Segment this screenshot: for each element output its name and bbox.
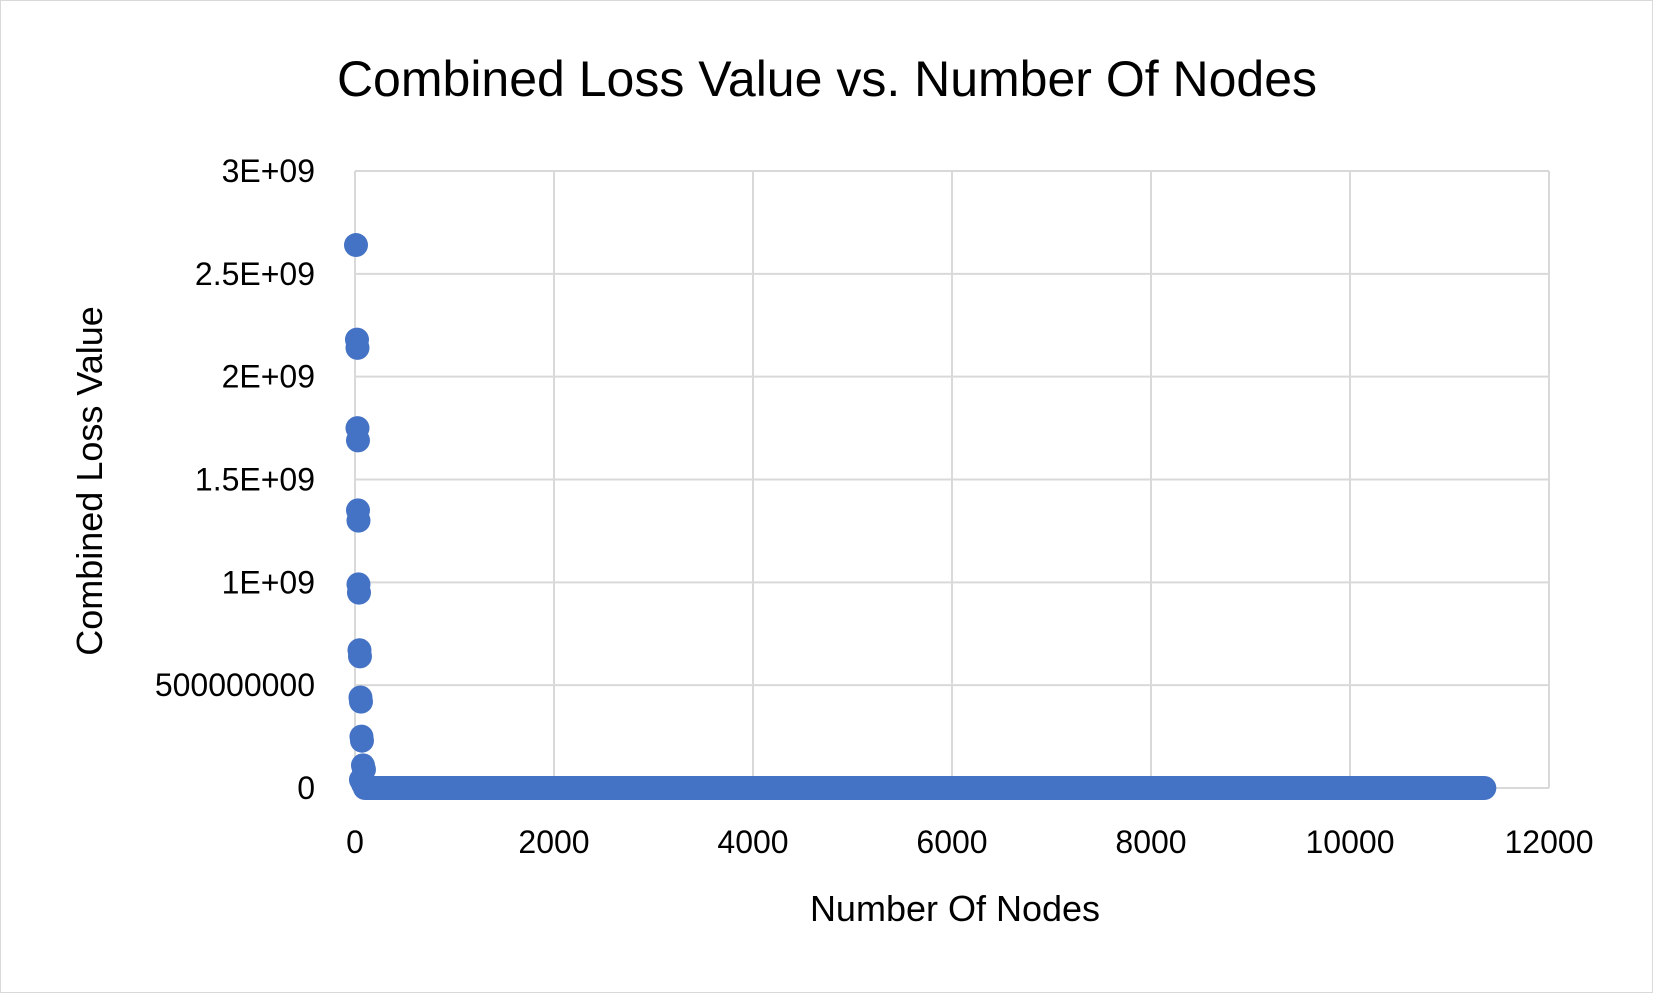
gridlines [354,170,1550,789]
y-tick-label: 3E+09 [222,153,315,189]
data-point [350,771,375,796]
data-point [349,728,374,753]
y-tick-label: 1.5E+09 [195,462,315,498]
data-point [346,580,371,605]
data-point [348,689,373,714]
y-tick-label: 500000000 [155,667,315,703]
y-axis-title: Combined Loss Value [69,306,110,656]
x-tick-label: 2000 [518,824,589,860]
y-tick-label: 2.5E+09 [195,256,315,292]
data-point [345,335,370,360]
x-axis-title: Number Of Nodes [810,888,1100,929]
data-point [343,233,368,258]
data-point [346,508,371,533]
x-tick-label: 10000 [1306,824,1395,860]
y-tick-label: 1E+09 [222,564,315,600]
x-tick-label: 8000 [1115,824,1186,860]
y-axis-ticks: 0 500000000 1E+09 1.5E+09 2E+09 2.5E+09 3E+09 [155,153,315,806]
y-tick-label: 0 [297,770,315,806]
data-point [347,644,372,669]
x-tick-label: 0 [346,824,364,860]
data-points [343,233,1497,800]
x-tick-label: 6000 [916,824,987,860]
x-tick-label: 4000 [717,824,788,860]
y-tick-label: 2E+09 [222,359,315,395]
data-point [345,428,370,453]
chart-title: Combined Loss Value vs. Number Of Nodes [337,51,1317,107]
x-axis-ticks: 0 2000 4000 6000 8000 10000 12000 [346,824,1593,860]
x-tick-label: 12000 [1505,824,1594,860]
